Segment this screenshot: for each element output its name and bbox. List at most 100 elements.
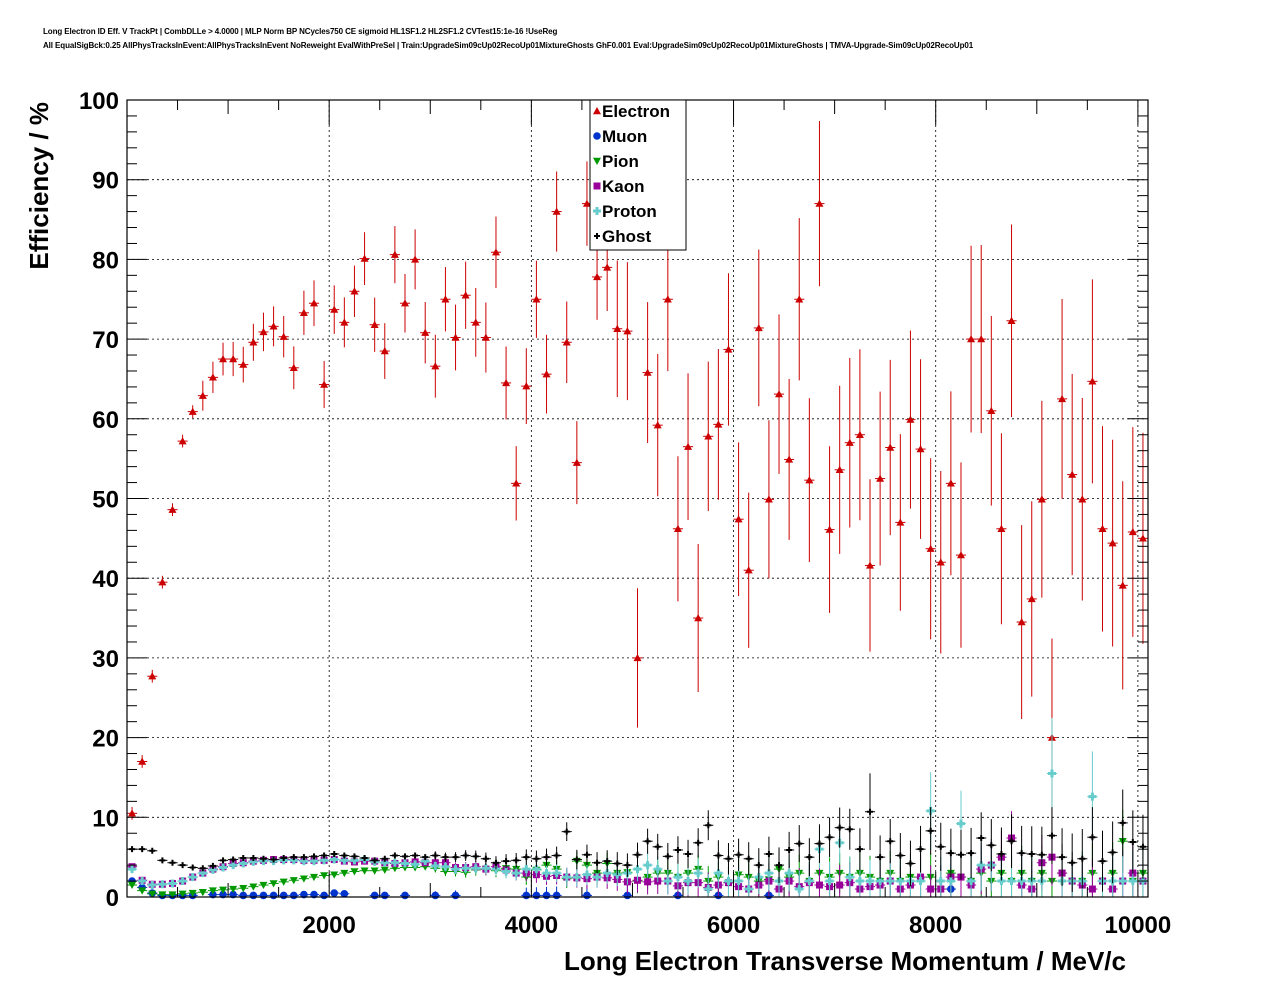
data-point [522, 865, 531, 874]
data-point [795, 885, 804, 894]
data-point [331, 850, 338, 857]
series-electron [127, 121, 1148, 837]
data-point [330, 855, 339, 864]
data-point [977, 335, 986, 343]
data-point [542, 370, 551, 378]
y-tick-label: 30 [92, 646, 119, 673]
data-point [289, 856, 298, 865]
data-point [270, 856, 277, 863]
data-point [886, 443, 895, 451]
data-point [644, 878, 652, 886]
data-point [400, 859, 409, 868]
data-point [188, 889, 197, 898]
data-point [927, 827, 934, 834]
data-point [775, 390, 784, 398]
data-point [1058, 394, 1067, 403]
data-point [491, 248, 500, 256]
legend-marker-electron [593, 107, 601, 115]
x-tick-label: 6000 [707, 912, 760, 939]
data-point [1068, 470, 1077, 478]
data-point [673, 873, 682, 882]
data-point [148, 890, 157, 898]
data-point [421, 328, 430, 336]
data-point [815, 881, 823, 889]
data-point [765, 850, 772, 857]
data-point [603, 263, 612, 271]
data-layer [127, 121, 1148, 900]
data-point [734, 877, 743, 886]
data-point [532, 295, 541, 303]
data-point [452, 854, 459, 861]
y-tick-label: 60 [92, 407, 119, 434]
data-point [543, 854, 550, 861]
data-point [845, 438, 854, 446]
data-point [280, 854, 287, 861]
data-point [168, 879, 177, 888]
data-point [451, 333, 460, 341]
data-point [724, 345, 733, 353]
data-point [785, 455, 794, 463]
data-point [219, 886, 228, 894]
data-point [158, 891, 167, 899]
data-point [189, 864, 196, 871]
data-point [1078, 495, 1087, 503]
data-point [724, 877, 733, 886]
data-point [1128, 527, 1137, 536]
data-point [299, 308, 308, 316]
data-point [988, 842, 995, 849]
data-point [431, 362, 440, 370]
data-point [451, 891, 460, 900]
data-point [320, 856, 329, 865]
data-point [208, 887, 217, 895]
data-point [198, 869, 207, 878]
data-point [533, 855, 540, 862]
data-point [673, 524, 682, 532]
data-point [269, 891, 278, 900]
data-point [340, 318, 349, 326]
data-point [209, 862, 216, 869]
data-point [967, 877, 976, 886]
data-point [1088, 885, 1096, 893]
data-point [390, 250, 399, 258]
data-point [907, 860, 914, 867]
data-point [259, 891, 268, 900]
data-point [421, 857, 430, 866]
data-point [229, 355, 238, 363]
data-point [1138, 534, 1147, 542]
data-point [542, 891, 551, 900]
data-point [613, 324, 622, 332]
data-point [896, 877, 905, 886]
data-point [260, 855, 267, 862]
data-point [179, 862, 186, 869]
data-point [320, 380, 329, 388]
data-point [390, 858, 399, 867]
data-point [695, 839, 702, 846]
data-point [836, 824, 843, 831]
data-point [422, 854, 429, 861]
data-point [967, 335, 976, 343]
data-point [1098, 524, 1107, 532]
data-point [239, 360, 248, 368]
data-point [512, 479, 521, 487]
data-point [522, 891, 531, 900]
data-point [855, 430, 864, 438]
data-point [805, 877, 814, 886]
data-point [968, 850, 975, 857]
data-point [684, 877, 693, 886]
data-point [846, 826, 853, 833]
data-point [867, 808, 874, 815]
data-point [795, 295, 804, 303]
data-point [310, 857, 319, 866]
data-point [572, 873, 581, 882]
data-point [744, 566, 753, 574]
data-point [188, 407, 197, 415]
data-point [249, 338, 258, 346]
x-axis-label: Long Electron Transverse Momentum / MeV/… [564, 946, 1126, 976]
data-point [441, 862, 450, 871]
data-point [492, 859, 499, 866]
data-point [786, 846, 793, 853]
data-point [522, 382, 531, 390]
data-point [886, 877, 895, 886]
data-point [957, 851, 964, 858]
